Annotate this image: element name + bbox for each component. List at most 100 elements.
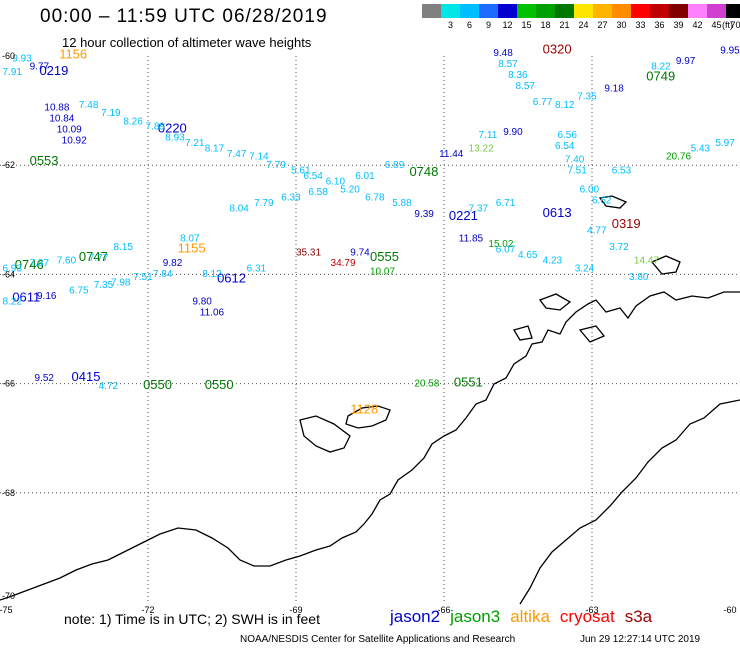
wave-height-label: 9.80	[192, 296, 212, 307]
pass-time-label: 0415	[72, 369, 101, 384]
scale-cell: 18	[536, 4, 555, 30]
wave-height-label: 8.12	[555, 100, 575, 111]
pass-time-label: 0220	[158, 120, 187, 135]
scale-swatch	[574, 4, 593, 18]
scale-cell: 27	[593, 4, 612, 30]
scale-swatch	[669, 4, 688, 18]
lat-tick-label: -62	[2, 160, 15, 170]
pass-time-label: 0749	[646, 69, 675, 84]
wave-height-label: 9.97	[676, 56, 696, 67]
wave-height-label: 10.92	[62, 135, 87, 146]
wave-height-label: 6.75	[69, 286, 89, 297]
scale-cell	[422, 4, 441, 30]
pass-time-label: 0612	[217, 271, 246, 286]
wave-height-label: 7.48	[79, 100, 99, 111]
scale-cell: 9	[479, 4, 498, 30]
lat-lon-grid	[0, 56, 740, 602]
wave-height-label: 7.98	[111, 277, 131, 288]
wave-height-label: 8.36	[508, 70, 528, 81]
legend-altika: altika	[510, 607, 550, 626]
scale-cell: 3	[441, 4, 460, 30]
wave-height-label: 9.93	[12, 53, 32, 64]
pass-time-label: 0553	[30, 153, 59, 168]
wave-height-label: 20.58	[414, 378, 439, 389]
scale-swatch	[726, 4, 740, 18]
wave-height-label: 7.79	[254, 198, 274, 209]
scale-cell: 6	[460, 4, 479, 30]
wave-height-label: 8.57	[498, 59, 518, 70]
wave-height-label: 34.79	[331, 258, 356, 269]
wave-height-label: 7.35	[94, 280, 114, 291]
wave-height-color-scale: 3 6 9 12 15 18 21 24 27 30 33 36 39 42 45 70	[422, 4, 740, 30]
wave-height-label: 7.21	[185, 138, 205, 149]
wave-height-label: 7.91	[2, 67, 22, 78]
scale-label: 24	[578, 20, 589, 30]
scale-swatch	[650, 4, 669, 18]
wave-height-label: 7.37	[469, 204, 489, 215]
scale-label: 12	[502, 20, 513, 30]
wave-height-label: 8.57	[516, 81, 536, 92]
scale-swatch	[688, 4, 707, 18]
wave-height-label: 6.71	[496, 198, 516, 209]
island-shetland	[650, 255, 681, 275]
pass-time-label: 0555	[370, 249, 399, 264]
lon-tick-label: -63	[585, 605, 598, 615]
wave-height-label: 11.44	[439, 149, 464, 160]
wave-height-label: 7.40	[565, 154, 585, 165]
wave-height-label: 8.07	[180, 234, 200, 245]
scale-cell: 36	[650, 4, 669, 30]
wave-height-label: 7.89	[146, 122, 166, 133]
coast-islands-east	[513, 293, 606, 343]
wave-height-label: 7.84	[153, 269, 173, 280]
wave-height-label: 4.65	[518, 250, 538, 261]
scale-label: 15	[521, 20, 532, 30]
scale-cell: 45	[707, 4, 726, 30]
scale-cell: 15	[517, 4, 536, 30]
scale-label: 42	[692, 20, 703, 30]
scale-cell: 33	[631, 4, 650, 30]
island-adelaide	[345, 405, 391, 429]
wave-height-label: 6.00	[580, 185, 600, 196]
island-north	[598, 195, 628, 209]
scale-swatch	[555, 4, 574, 18]
wave-height-label: 6.31	[247, 264, 267, 275]
scale-label: 9	[485, 20, 491, 30]
wave-height-label: 7.51	[567, 165, 587, 176]
legend-s3a: s3a	[624, 607, 653, 626]
scale-label: 6	[466, 20, 472, 30]
lon-tick-label: -66	[437, 605, 450, 615]
wave-height-label: 7.87	[30, 258, 50, 269]
wave-height-label: 9.48	[493, 48, 513, 59]
wave-height-label: 6.78	[365, 193, 385, 204]
scale-cell: 39	[669, 4, 688, 30]
wave-height-label: 6.01	[355, 171, 375, 182]
peninsula-west-coast	[0, 291, 740, 601]
wave-height-label: 6.89	[385, 160, 405, 171]
wave-height-label: 4.72	[99, 381, 119, 392]
lon-tick-label: -60	[723, 605, 736, 615]
wave-height-label: 5.97	[715, 138, 735, 149]
wave-height-label: 8.22	[651, 62, 671, 73]
wave-height-label: 7.14	[249, 152, 269, 163]
scale-swatch	[498, 4, 517, 18]
page-title: 00:00 – 11:59 UTC 06/28/2019	[40, 6, 328, 27]
scale-label: 33	[635, 20, 646, 30]
wave-height-label: 9.74	[350, 247, 370, 258]
legend-jason2: jason2	[390, 607, 441, 626]
scale-label: 39	[673, 20, 684, 30]
wave-height-label: 7.47	[227, 149, 247, 160]
wave-height-label: 6.07	[496, 245, 516, 256]
wave-height-label: 9.95	[720, 45, 740, 56]
island-alexander	[299, 415, 351, 453]
pass-time-label: 0551	[454, 374, 483, 389]
scale-label: 27	[597, 20, 608, 30]
wave-height-label: 10.88	[44, 103, 69, 114]
scale-swatch	[631, 4, 650, 18]
page-subtitle: 12 hour collection of altimeter wave hei…	[62, 35, 312, 50]
scale-label: 70	[730, 20, 740, 30]
lat-tick-label: -68	[2, 488, 15, 498]
wave-height-label: 7.51	[133, 272, 153, 283]
scale-swatch	[422, 4, 441, 18]
